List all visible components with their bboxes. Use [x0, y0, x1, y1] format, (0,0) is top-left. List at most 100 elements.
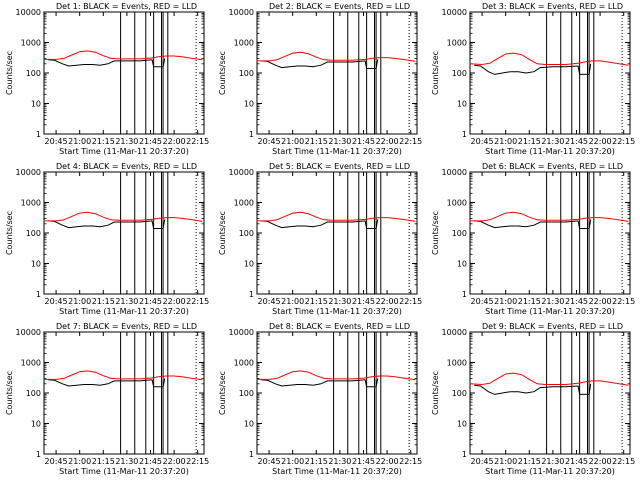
- y-tick-label: 1: [249, 450, 254, 459]
- events-series-line: [48, 378, 166, 388]
- x-tick-label: 22:15: [186, 297, 209, 306]
- y-tick-label: 1: [249, 290, 254, 299]
- y-axis-label: Counts/sec: [5, 371, 14, 415]
- x-tick-label: 21:15: [305, 457, 328, 466]
- x-tick-label: 21:15: [305, 137, 328, 146]
- x-tick-label: 21:15: [518, 137, 541, 146]
- x-tick-label: 21:15: [92, 297, 115, 306]
- x-tick-label: 21:00: [281, 457, 304, 466]
- chart-title: Det 1: BLACK = Events, RED = LLD: [56, 2, 197, 11]
- x-tick-label: 20:45: [471, 137, 494, 146]
- x-axis-label: Start Time (11-Mar-11 20:37:20): [485, 147, 615, 156]
- lld-series-line: [43, 370, 203, 381]
- y-tick-label: 10000: [229, 8, 254, 17]
- lld-series-line: [256, 370, 416, 381]
- y-tick-label: 10000: [442, 8, 467, 17]
- x-tick-label: 20:45: [45, 297, 68, 306]
- x-tick-label: 21:30: [328, 297, 351, 306]
- x-tick-label: 22:00: [163, 297, 186, 306]
- x-tick-label: 21:45: [352, 297, 375, 306]
- x-tick-label: 22:15: [399, 137, 422, 146]
- x-tick-label: 22:00: [376, 457, 399, 466]
- lld-series-line: [43, 50, 203, 61]
- y-tick-label: 100: [239, 69, 254, 78]
- chart-title: Det 4: BLACK = Events, RED = LLD: [56, 162, 197, 171]
- y-tick-label: 1: [462, 450, 467, 459]
- y-axis-label: Counts/sec: [431, 371, 440, 415]
- y-tick-label: 10: [31, 420, 41, 429]
- x-tick-label: 22:00: [376, 137, 399, 146]
- x-tick-label: 20:45: [258, 297, 281, 306]
- plot-frame: [469, 11, 631, 135]
- chart-panel-det-9: Det 9: BLACK = Events, RED = LLD 20:45 21:…: [426, 320, 639, 480]
- chart-panel-det-2: Det 2: BLACK = Events, RED = LLD 20:45 21:…: [213, 0, 426, 160]
- y-tick-label: 1000: [447, 199, 467, 208]
- y-tick-label: 100: [452, 389, 467, 398]
- y-tick-label: 1: [249, 130, 254, 139]
- chart-title: Det 5: BLACK = Events, RED = LLD: [269, 162, 410, 171]
- y-tick-label: 10: [244, 260, 254, 269]
- chart-panel-det-8: Det 8: BLACK = Events, RED = LLD 20:45 21:…: [213, 320, 426, 480]
- x-tick-label: 21:15: [305, 297, 328, 306]
- x-tick-label: 20:45: [45, 457, 68, 466]
- x-tick-label: 21:00: [494, 457, 517, 466]
- x-tick-label: 22:15: [399, 297, 422, 306]
- x-tick-label: 21:30: [541, 297, 564, 306]
- x-tick-label: 22:00: [163, 137, 186, 146]
- events-series-line: [261, 59, 379, 69]
- chart-panel-det-4: Det 4: BLACK = Events, RED = LLD 20:45 21:…: [0, 160, 213, 320]
- events-series-line: [474, 383, 592, 395]
- lld-series-line: [256, 51, 416, 62]
- y-tick-label: 10000: [442, 168, 467, 177]
- x-tick-label: 20:45: [258, 457, 281, 466]
- x-tick-label: 21:30: [115, 297, 138, 306]
- chart-svg: Det 4: BLACK = Events, RED = LLD 20:45 21:…: [5, 162, 209, 316]
- x-axis-label: Start Time (11-Mar-11 20:37:20): [59, 147, 189, 156]
- y-tick-label: 1: [462, 130, 467, 139]
- y-tick-label: 10000: [442, 328, 467, 337]
- y-tick-label: 1000: [21, 39, 41, 48]
- x-axis-label: Start Time (11-Mar-11 20:37:20): [272, 307, 402, 316]
- lld-series-line: [469, 52, 629, 66]
- x-tick-label: 22:15: [186, 457, 209, 466]
- events-series-line: [261, 378, 379, 388]
- y-axis-label: Counts/sec: [218, 371, 227, 415]
- y-axis-label: Counts/sec: [218, 211, 227, 255]
- x-tick-label: 21:45: [352, 137, 375, 146]
- chart-panel-det-5: Det 5: BLACK = Events, RED = LLD 20:45 21:…: [213, 160, 426, 320]
- y-axis-label: Counts/sec: [431, 211, 440, 255]
- x-tick-label: 21:45: [352, 457, 375, 466]
- y-tick-label: 10000: [229, 328, 254, 337]
- chart-title: Det 7: BLACK = Events, RED = LLD: [56, 322, 197, 331]
- y-tick-label: 1000: [21, 199, 41, 208]
- y-tick-label: 1000: [21, 359, 41, 368]
- x-tick-label: 21:30: [541, 457, 564, 466]
- y-tick-label: 10: [244, 100, 254, 109]
- x-tick-label: 21:45: [565, 137, 588, 146]
- x-tick-label: 21:15: [92, 137, 115, 146]
- y-tick-label: 10: [457, 420, 467, 429]
- lld-series-line: [43, 211, 203, 222]
- x-tick-label: 22:15: [186, 137, 209, 146]
- chart-title: Det 6: BLACK = Events, RED = LLD: [482, 162, 623, 171]
- plot-frame: [43, 331, 205, 455]
- chart-panel-det-1: Det 1: BLACK = Events, RED = LLD 20:45 21:…: [0, 0, 213, 160]
- plot-frame: [469, 171, 631, 295]
- y-tick-label: 1: [36, 290, 41, 299]
- y-tick-label: 100: [26, 69, 41, 78]
- x-tick-label: 21:00: [494, 137, 517, 146]
- events-series-line: [474, 63, 592, 75]
- x-tick-label: 21:00: [494, 297, 517, 306]
- x-tick-label: 20:45: [258, 137, 281, 146]
- y-tick-label: 10000: [229, 168, 254, 177]
- x-axis-label: Start Time (11-Mar-11 20:37:20): [272, 147, 402, 156]
- x-tick-label: 20:45: [45, 137, 68, 146]
- y-tick-label: 100: [26, 229, 41, 238]
- plot-frame: [43, 11, 205, 135]
- x-tick-label: 21:30: [115, 457, 138, 466]
- x-tick-label: 20:45: [471, 457, 494, 466]
